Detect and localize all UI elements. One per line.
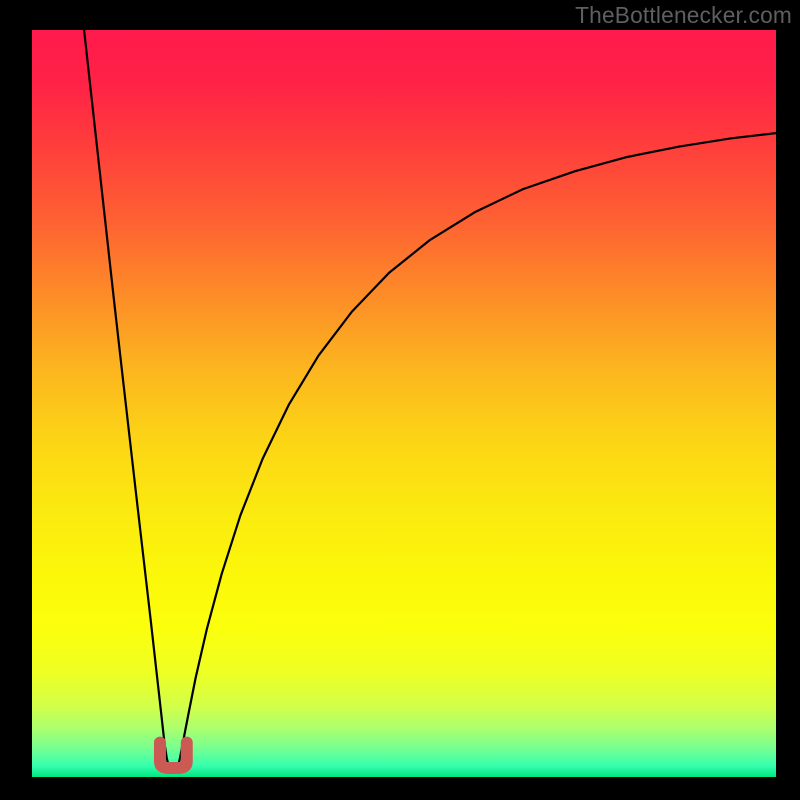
bottleneck-plot [32,30,776,777]
stage: TheBottlenecker.com [0,0,800,800]
watermark-text: TheBottlenecker.com [575,2,792,29]
gradient-background [32,30,776,777]
